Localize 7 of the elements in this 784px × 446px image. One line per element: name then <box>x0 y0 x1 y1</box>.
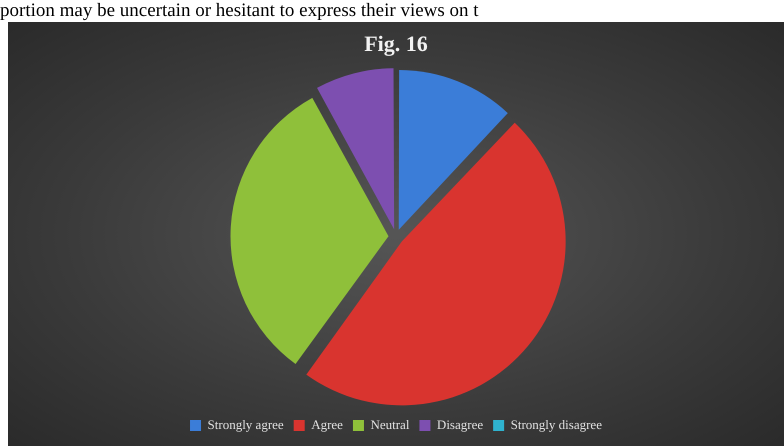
legend-label: Disagree <box>436 416 484 432</box>
legend-label: Strongly agree <box>208 416 284 432</box>
legend-label: Agree <box>311 416 344 432</box>
legend-label: Strongly disagree <box>510 416 602 432</box>
legend-label: Neutral <box>370 416 410 432</box>
chart-title: Fig. 16 <box>364 30 428 56</box>
text: portion may be uncertain or hesitant to express their views on t <box>0 0 479 22</box>
